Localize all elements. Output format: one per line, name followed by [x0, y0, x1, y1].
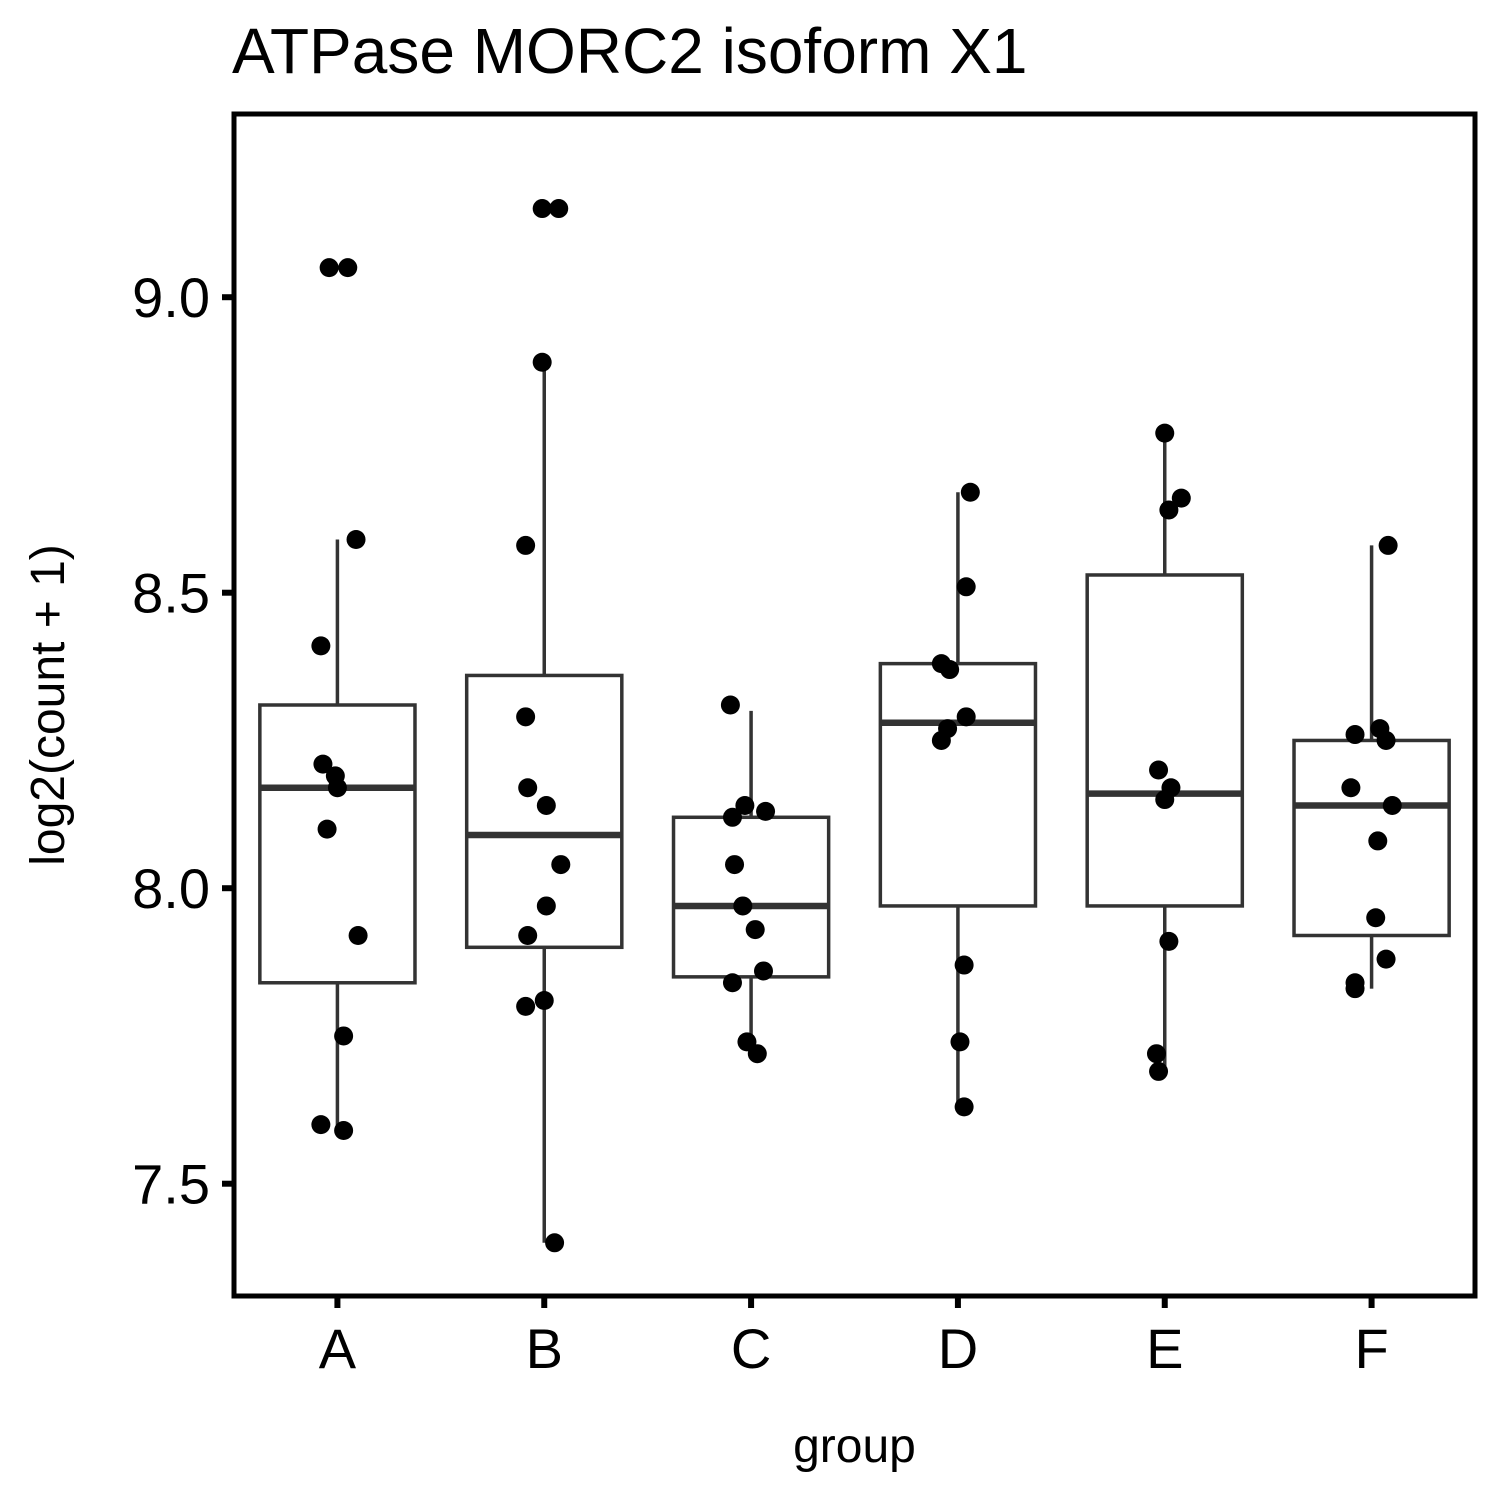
data-point [348, 925, 368, 945]
data-point [516, 535, 536, 555]
data-point [311, 636, 331, 656]
box-group-d [878, 492, 1038, 1107]
data-point [733, 896, 753, 916]
data-point [327, 778, 347, 798]
y-tick-label: 7.5 [132, 1153, 210, 1216]
data-point [532, 352, 552, 372]
data-point [1341, 778, 1361, 798]
y-tick-label: 8.0 [132, 857, 210, 920]
data-point [954, 1097, 974, 1117]
data-point [720, 695, 740, 715]
data-point [516, 707, 536, 727]
data-point [1155, 790, 1175, 810]
plot-frame [231, 111, 1478, 1299]
x-tick-label: D [938, 1317, 978, 1380]
data-point [725, 855, 745, 875]
data-point [722, 973, 742, 993]
x-tick-label: C [731, 1317, 771, 1380]
data-point [1378, 535, 1398, 555]
box-group-e [1085, 433, 1245, 1072]
data-point [1345, 979, 1365, 999]
data-point [518, 778, 538, 798]
data-point [1149, 1061, 1169, 1081]
data-point [313, 754, 333, 774]
y-tick-label: 8.5 [132, 562, 210, 625]
data-point [338, 258, 358, 278]
data-point [940, 660, 960, 680]
data-point [950, 1032, 970, 1052]
box-iqr [671, 815, 831, 979]
data-point [960, 482, 980, 502]
data-point [1382, 795, 1402, 815]
data-point [722, 807, 742, 827]
data-point [1159, 931, 1179, 951]
data-point [1155, 423, 1175, 443]
data-point [1366, 908, 1386, 928]
data-point [518, 925, 538, 945]
data-point [317, 819, 337, 839]
x-tick-label: F [1354, 1317, 1388, 1380]
data-point [1368, 831, 1388, 851]
box-iqr [878, 661, 1038, 908]
y-tick-label: 9.0 [132, 266, 210, 329]
data-point [1149, 760, 1169, 780]
y-axis: 7.5 8.0 8.5 9.0 [132, 266, 234, 1216]
data-point [931, 730, 951, 750]
data-point [756, 801, 776, 821]
chart-title: ATPase MORC2 isoform X1 [232, 15, 1028, 87]
data-point [536, 795, 556, 815]
data-point [334, 1121, 354, 1141]
x-axis-title: group [793, 1420, 916, 1473]
data-point [1376, 730, 1396, 750]
x-axis: A B C D E F [319, 1296, 1389, 1380]
x-tick-label: A [319, 1317, 357, 1380]
box-iqr [258, 703, 417, 985]
data-point [549, 199, 569, 219]
data-point [1171, 488, 1191, 508]
data-point [536, 896, 556, 916]
data-point [551, 855, 571, 875]
data-point [956, 707, 976, 727]
data-point [334, 1026, 354, 1046]
data-point [545, 1233, 565, 1253]
data-point [1146, 1044, 1166, 1064]
data-point [1159, 500, 1179, 520]
data-point [346, 530, 366, 550]
data-point [956, 577, 976, 597]
data-point [534, 991, 554, 1010]
data-point [747, 1044, 767, 1064]
data-point [311, 1115, 331, 1135]
data-point [753, 961, 773, 981]
box-iqr [1085, 573, 1245, 908]
data-point [516, 996, 536, 1016]
data-point [319, 258, 339, 278]
data-point [745, 920, 765, 940]
points-layer [311, 199, 1402, 1253]
data-point [735, 795, 755, 815]
y-axis-title: log2(count + 1) [22, 544, 75, 866]
data-point [1376, 949, 1396, 969]
x-tick-label: E [1146, 1317, 1183, 1380]
data-point [1345, 725, 1365, 745]
x-tick-label: B [526, 1317, 563, 1380]
box-group-a [258, 539, 417, 1131]
box-group-c [671, 710, 831, 1054]
data-point [954, 955, 974, 975]
data-point [532, 199, 552, 219]
boxes-layer [258, 362, 1451, 1243]
